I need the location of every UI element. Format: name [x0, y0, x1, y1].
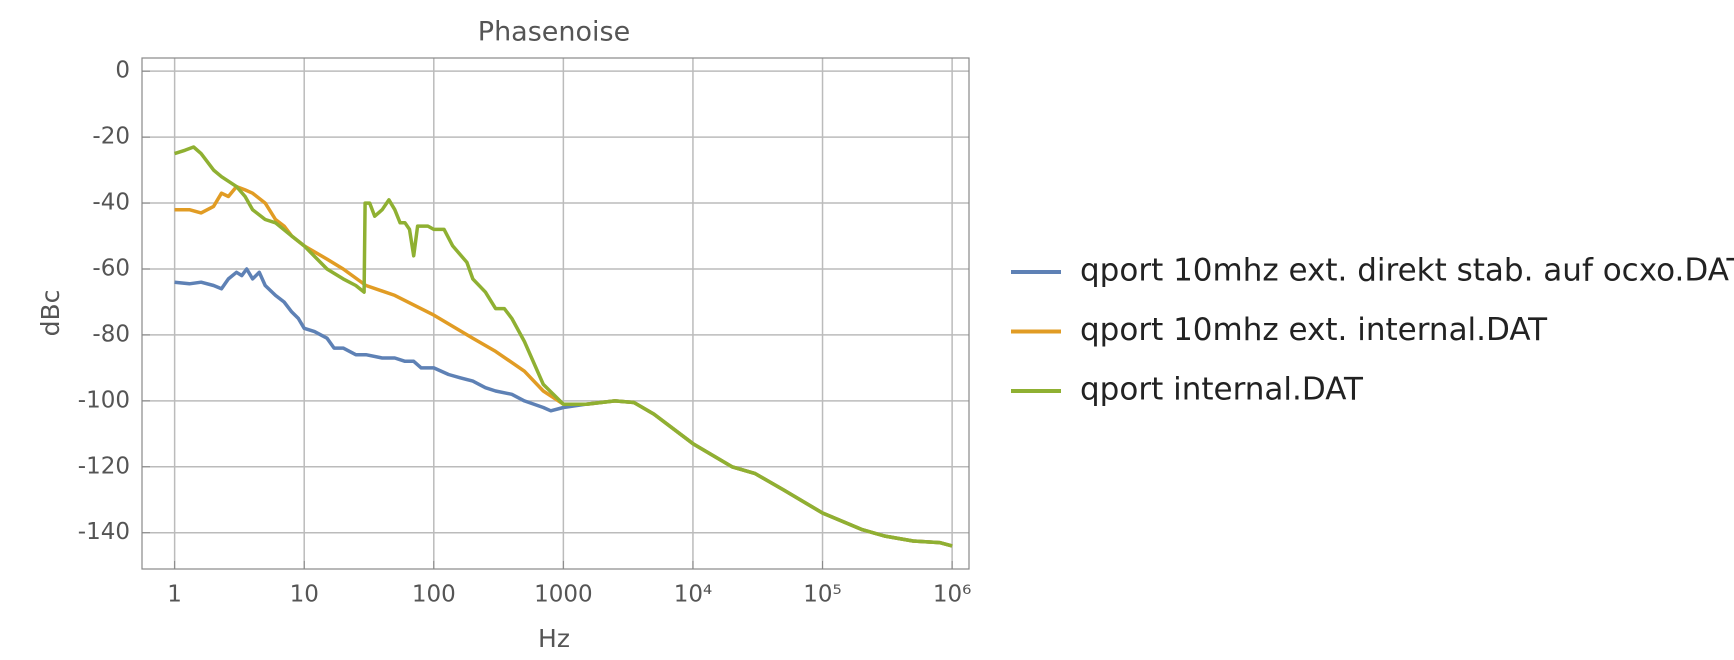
- legend-text: qport 10mhz ext. internal.DAT: [1080, 312, 1548, 348]
- x-tick-label: 10: [290, 582, 319, 608]
- x-tick-label: 1000: [534, 582, 593, 608]
- x-axis-label: Hz: [538, 624, 570, 653]
- x-tick-label: 1: [167, 582, 182, 608]
- x-tick-label: 10⁴: [674, 582, 713, 608]
- y-tick-label: -40: [92, 190, 130, 216]
- y-axis-label: dBc: [36, 290, 65, 337]
- y-tick-label: -60: [92, 255, 130, 281]
- y-tick-label: -20: [92, 124, 130, 150]
- plot-frame: [141, 57, 970, 570]
- legend-text: qport 10mhz ext. direkt stab. auf ocxo.D…: [1080, 253, 1734, 289]
- y-tick-label: 0: [115, 58, 130, 84]
- y-tick-label: -100: [78, 387, 130, 413]
- chart-title: Phasenoise: [478, 17, 630, 48]
- y-tick-label: -140: [78, 519, 130, 545]
- series-line: [174, 145, 953, 548]
- x-tick-label: 100: [412, 582, 456, 608]
- x-tick-label: 10⁵: [803, 582, 842, 608]
- x-tick-label: 10⁶: [933, 582, 972, 608]
- y-tick-label: -80: [92, 321, 130, 347]
- legend-text: qport internal.DAT: [1080, 372, 1364, 408]
- y-tick-label: -120: [78, 453, 130, 479]
